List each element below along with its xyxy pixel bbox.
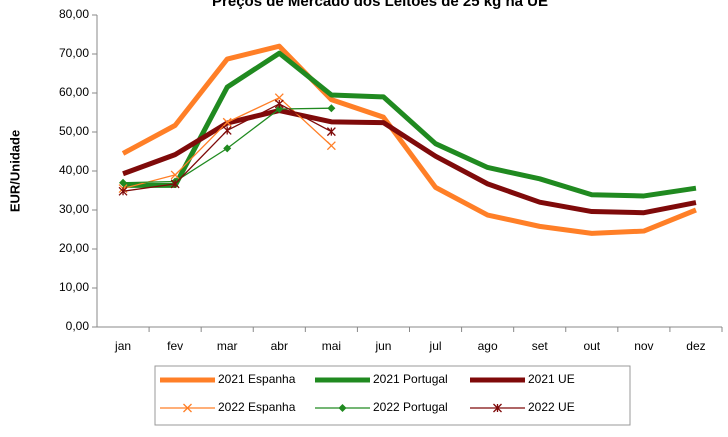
chart-title: Preços de Mercado dos Leitões de 25 kg n…: [212, 0, 548, 10]
y-tick-label: 40,00: [59, 163, 89, 177]
series-line: [121, 43, 697, 236]
marker: [222, 117, 232, 127]
legend-label: 2021 Portugal: [373, 372, 448, 386]
marker: [493, 403, 502, 413]
series-line: [123, 50, 697, 199]
y-tick-label: 0,00: [66, 319, 90, 333]
x-tick-label: jun: [374, 339, 391, 353]
marker: [327, 104, 336, 113]
y-tick-label: 80,00: [59, 7, 89, 21]
x-tick-label: abr: [271, 339, 288, 353]
marker: [326, 141, 336, 151]
legend-label: 2022 Espanha: [218, 400, 296, 414]
y-tick-label: 30,00: [59, 202, 89, 216]
marker: [274, 99, 284, 109]
x-tick-label: mai: [322, 339, 341, 353]
y-tick-label: 70,00: [59, 46, 89, 60]
marker: [118, 186, 128, 196]
y-axis-label: EUR/Unidade: [7, 130, 22, 212]
x-tick-label: jul: [429, 339, 442, 353]
x-tick-label: nov: [634, 339, 653, 353]
x-tick-label: set: [532, 339, 549, 353]
y-tick-label: 10,00: [59, 280, 89, 294]
series-line: [122, 108, 697, 216]
marker: [222, 125, 232, 135]
series-line: [122, 97, 332, 190]
marker: [326, 127, 336, 137]
legend-label: 2021 Espanha: [218, 372, 296, 386]
y-tick-label: 20,00: [59, 241, 89, 255]
x-tick-label: ago: [478, 339, 498, 353]
legend-label: 2022 Portugal: [373, 400, 448, 414]
legend-box: [154, 365, 631, 426]
marker: [223, 144, 232, 153]
legend-label: 2021 UE: [528, 372, 575, 386]
marker: [275, 104, 284, 113]
x-tick-label: jan: [114, 339, 131, 353]
marker: [170, 170, 180, 180]
marker: [183, 403, 192, 413]
marker: [170, 179, 180, 189]
x-tick-label: dez: [686, 339, 705, 353]
x-tick-label: mar: [217, 339, 238, 353]
x-tick-label: fev: [167, 339, 183, 353]
y-tick-label: 60,00: [59, 85, 89, 99]
legend-label: 2022 UE: [528, 400, 575, 414]
x-tick-label: out: [583, 339, 600, 353]
marker: [119, 178, 128, 187]
y-tick-label: 50,00: [59, 124, 89, 138]
marker: [338, 404, 347, 412]
